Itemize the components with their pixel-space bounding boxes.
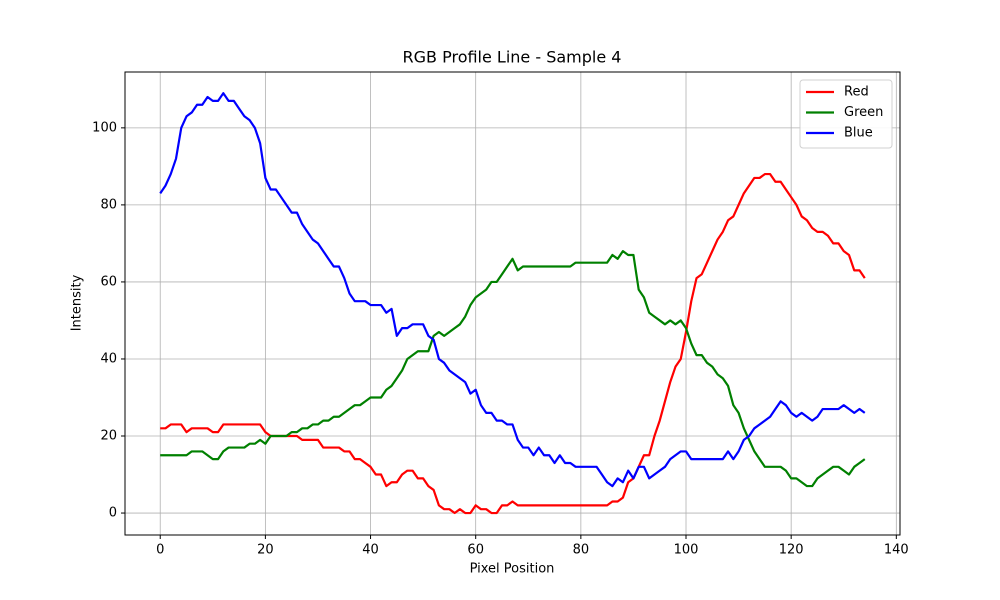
x-tick-label: 80 bbox=[573, 543, 590, 558]
y-tick-label: 80 bbox=[100, 197, 117, 212]
y-tick-label: 0 bbox=[109, 506, 117, 521]
y-tick-label: 60 bbox=[100, 274, 117, 289]
x-tick-label: 40 bbox=[362, 543, 379, 558]
line-series bbox=[159, 92, 866, 488]
y-axis-label: Intensity bbox=[70, 274, 85, 331]
legend-box bbox=[799, 79, 893, 149]
legend-label: Red bbox=[844, 85, 869, 100]
plot-frame bbox=[124, 71, 901, 536]
x-tick-label: 60 bbox=[467, 543, 484, 558]
x-tick-label: 20 bbox=[257, 543, 274, 558]
y-tick-label: 20 bbox=[100, 429, 117, 444]
x-axis-label: Pixel Position bbox=[470, 562, 555, 577]
legend-label: Blue bbox=[844, 126, 873, 141]
chart-title: RGB Profile Line - Sample 4 bbox=[403, 48, 622, 67]
y-tick-label: 40 bbox=[100, 351, 117, 366]
x-tick-label: 120 bbox=[779, 543, 804, 558]
legend-label: Green bbox=[844, 105, 883, 120]
x-tick-label: 0 bbox=[156, 543, 164, 558]
y-tick-label: 100 bbox=[92, 120, 117, 135]
x-tick-label: 140 bbox=[884, 543, 909, 558]
x-tick-label: 100 bbox=[674, 543, 699, 558]
